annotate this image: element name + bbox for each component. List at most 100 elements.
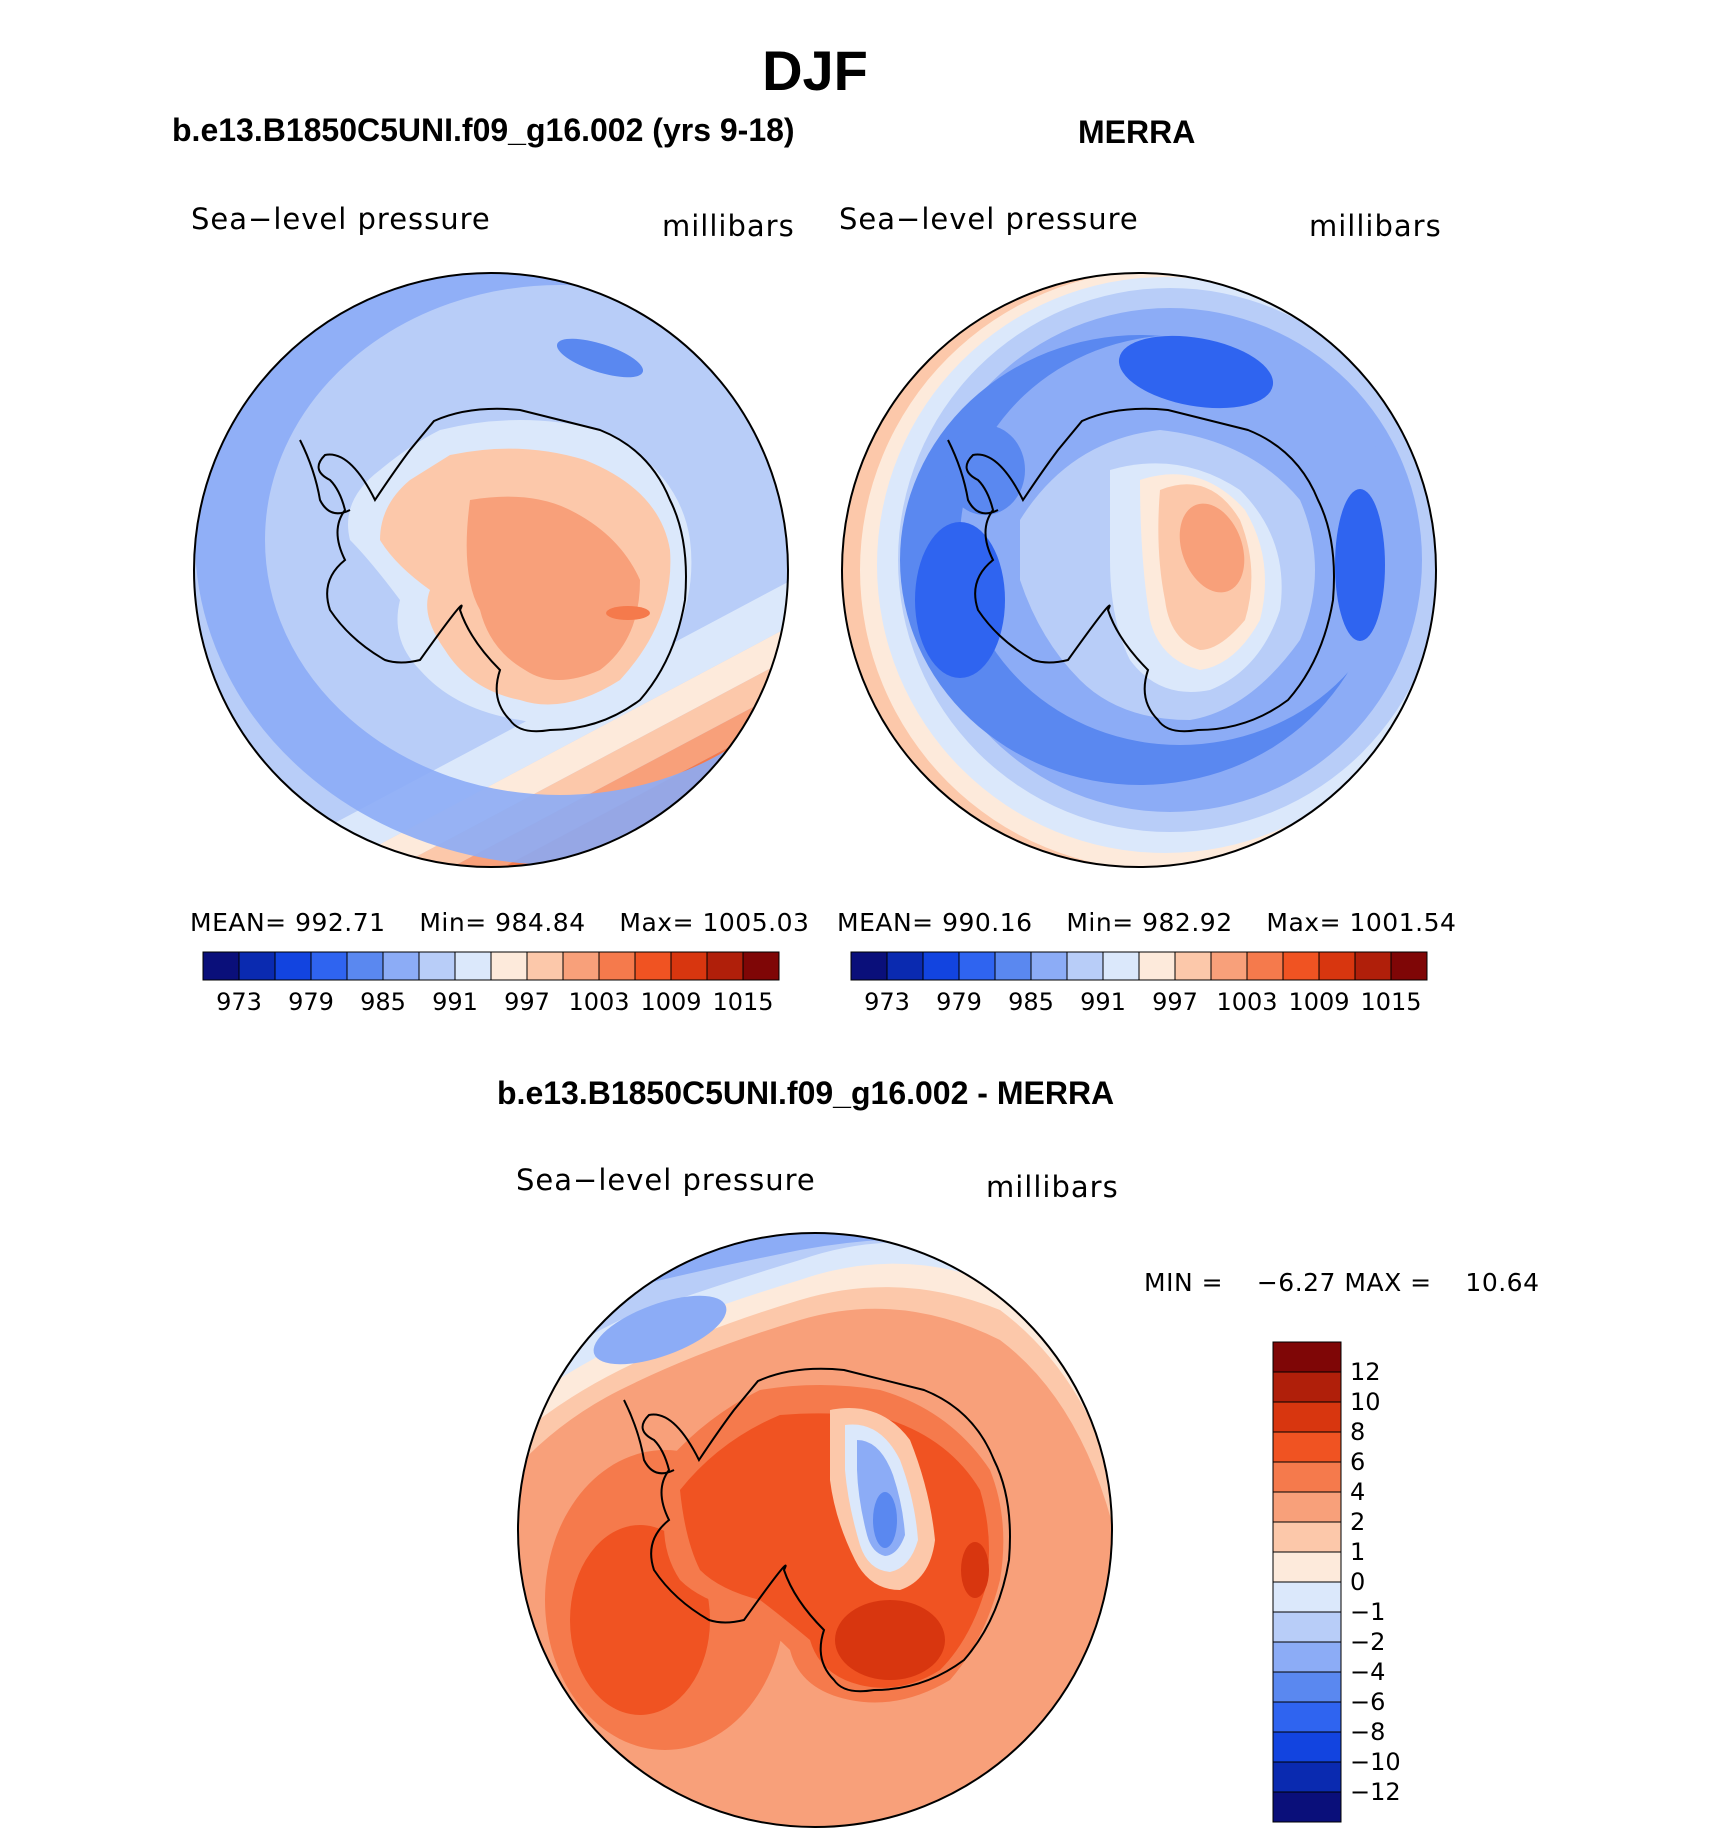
panel-1-colorbar: [202, 951, 780, 981]
colorbar-swatch: [1272, 1431, 1342, 1463]
colorbar-tick-label: 4: [1350, 1478, 1366, 1506]
colorbar-swatch: [1390, 951, 1428, 981]
colorbar-swatch: [1272, 1461, 1342, 1493]
colorbar-swatch: [1272, 1581, 1342, 1613]
colorbar-tick-label: 997: [1152, 988, 1198, 1016]
mean-label: MEAN=: [837, 908, 934, 937]
colorbar-swatch: [1272, 1731, 1342, 1763]
colorbar-swatch: [1030, 951, 1068, 981]
colorbar-tick-label: −4: [1350, 1658, 1386, 1686]
colorbar-tick-label: 973: [216, 988, 262, 1016]
colorbar-swatch: [346, 951, 384, 981]
colorbar-swatch: [274, 951, 312, 981]
mean-label: MEAN=: [190, 908, 287, 937]
max-value: 1005.03: [702, 908, 810, 937]
min-label: MIN =: [1144, 1268, 1224, 1297]
colorbar-swatch: [670, 951, 708, 981]
colorbar-swatch: [634, 951, 672, 981]
panel-1-units-label: millibars: [662, 209, 795, 243]
max-value: 10.64: [1465, 1268, 1540, 1297]
colorbar-swatch: [1138, 951, 1176, 981]
panel-2-map: [841, 272, 1437, 868]
colorbar-tick-label: 12: [1350, 1358, 1381, 1386]
colorbar-swatch: [310, 951, 348, 981]
min-value: 982.92: [1142, 908, 1233, 937]
colorbar-tick-label: 973: [864, 988, 910, 1016]
colorbar-swatch: [886, 951, 924, 981]
colorbar-swatch: [1066, 951, 1104, 981]
colorbar-swatch: [958, 951, 996, 981]
colorbar-swatch: [1282, 951, 1320, 981]
mean-value: 992.71: [295, 908, 386, 937]
max-label: MAX =: [1344, 1268, 1432, 1297]
colorbar-swatch: [418, 951, 456, 981]
panel-3-map: [517, 1232, 1113, 1828]
colorbar-tick-label: 985: [1008, 988, 1054, 1016]
colorbar-tick-label: 1015: [712, 988, 774, 1016]
panel-1-title: b.e13.B1850C5UNI.f09_g16.002 (yrs 9-18): [172, 112, 795, 148]
colorbar-swatch: [850, 951, 888, 981]
colorbar-swatch: [526, 951, 564, 981]
colorbar-tick-label: 8: [1350, 1418, 1366, 1446]
colorbar-tick-label: 1003: [1216, 988, 1278, 1016]
colorbar-swatch: [1272, 1491, 1342, 1523]
colorbar-tick-label: −8: [1350, 1718, 1386, 1746]
colorbar-swatch: [994, 951, 1032, 981]
colorbar-swatch: [922, 951, 960, 981]
colorbar-tick-label: −10: [1350, 1748, 1401, 1776]
min-value: −6.27: [1256, 1268, 1336, 1297]
max-label: Max=: [619, 908, 695, 937]
colorbar-tick-label: 985: [360, 988, 406, 1016]
colorbar-swatch: [1272, 1551, 1342, 1583]
panel-2-stats: MEAN= 990.16 Min= 982.92 Max= 1001.54: [837, 908, 1456, 937]
colorbar-tick-label: −1: [1350, 1598, 1386, 1626]
panel-2-colorbar: [850, 951, 1428, 981]
mean-value: 990.16: [942, 908, 1033, 937]
colorbar-tick-label: 991: [1080, 988, 1126, 1016]
colorbar-swatch: [1210, 951, 1248, 981]
colorbar-swatch: [1354, 951, 1392, 981]
colorbar-swatch: [1246, 951, 1284, 981]
colorbar-tick-label: 1: [1350, 1538, 1366, 1566]
colorbar-swatch: [706, 951, 744, 981]
colorbar-tick-label: 1009: [640, 988, 702, 1016]
colorbar-swatch: [1272, 1611, 1342, 1643]
colorbar-swatch: [742, 951, 780, 981]
colorbar-tick-label: 997: [504, 988, 550, 1016]
colorbar-swatch: [1272, 1641, 1342, 1673]
colorbar-tick-label: 6: [1350, 1448, 1366, 1476]
colorbar-swatch: [1272, 1401, 1342, 1433]
colorbar-swatch: [382, 951, 420, 981]
colorbar-swatch: [1272, 1701, 1342, 1733]
colorbar-tick-label: 1015: [1360, 988, 1422, 1016]
colorbar-swatch: [598, 951, 636, 981]
panel-3-variable-label: Sea−level pressure: [516, 1163, 816, 1197]
colorbar-swatch: [490, 951, 528, 981]
colorbar-swatch: [454, 951, 492, 981]
min-label: Min=: [419, 908, 487, 937]
colorbar-tick-label: 979: [288, 988, 334, 1016]
colorbar-tick-label: −2: [1350, 1628, 1386, 1656]
colorbar-tick-label: 979: [936, 988, 982, 1016]
colorbar-tick-label: 0: [1350, 1568, 1366, 1596]
panel-3-units-label: millibars: [986, 1170, 1119, 1204]
colorbar-tick-label: 10: [1350, 1388, 1381, 1416]
colorbar-swatch: [1272, 1371, 1342, 1403]
colorbar-swatch: [202, 951, 240, 981]
colorbar-tick-label: 2: [1350, 1508, 1366, 1536]
colorbar-swatch: [238, 951, 276, 981]
min-label: Min=: [1066, 908, 1134, 937]
panel-1-variable-label: Sea−level pressure: [191, 202, 491, 236]
colorbar-swatch: [1272, 1341, 1342, 1373]
colorbar-swatch: [1272, 1761, 1342, 1793]
colorbar-tick-label: −6: [1350, 1688, 1386, 1716]
panel-1-map: [193, 272, 789, 868]
panel-2-units-label: millibars: [1309, 209, 1442, 243]
colorbar-swatch: [1272, 1521, 1342, 1553]
min-value: 984.84: [495, 908, 586, 937]
colorbar-tick-label: 1003: [568, 988, 630, 1016]
max-label: Max=: [1266, 908, 1342, 937]
colorbar-tick-label: 991: [432, 988, 478, 1016]
colorbar-swatch: [1272, 1791, 1342, 1823]
